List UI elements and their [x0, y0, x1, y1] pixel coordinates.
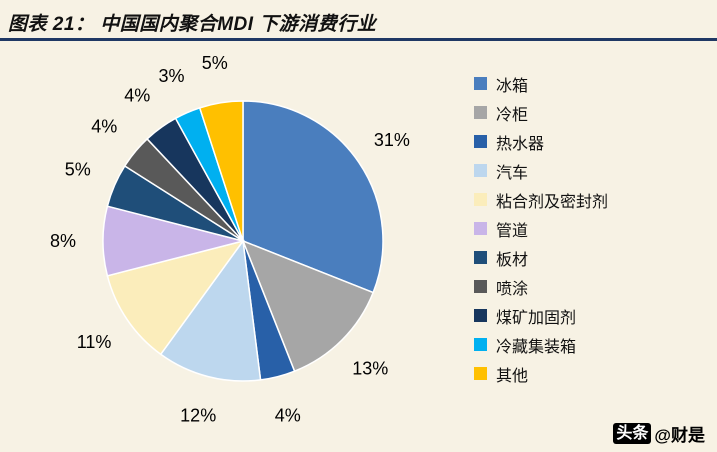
legend-swatch-icon [474, 193, 487, 206]
pie-slice-0 [242, 100, 384, 294]
legend-label: 冷柜 [496, 106, 529, 124]
toutiao-logo: 头条 [613, 423, 652, 444]
pie-slice-10 [198, 100, 244, 242]
pie-percentage-label-7: 4% [91, 116, 117, 136]
legend-label: 冷藏集装箱 [496, 338, 577, 356]
legend-item-9: 冷藏集装箱 [474, 334, 608, 356]
legend-label: 管道 [496, 222, 529, 240]
legend-label: 煤矿加固剂 [496, 309, 577, 327]
watermark-handle: @财是 [654, 426, 705, 445]
legend-swatch-icon [474, 367, 487, 380]
pie-percentage-label-0: 31% [374, 130, 410, 150]
legend-label: 热水器 [496, 135, 545, 153]
legend-label: 其他 [496, 367, 529, 385]
legend-swatch-icon [474, 222, 487, 235]
legend-item-0: 冰箱 [474, 73, 608, 95]
pie-slice-3 [159, 239, 262, 382]
pie-percentage-label-6: 5% [65, 160, 91, 180]
pie-percentage-label-10: 5% [202, 53, 228, 73]
legend-swatch-icon [474, 106, 487, 119]
pie-percentage-label-5: 8% [50, 231, 76, 251]
pie-slice-4 [106, 239, 245, 356]
pie-chart: 31% 13% 4% 12% 11% 8% 5% 4% 4% 3% 5% [50, 53, 410, 425]
legend-swatch-icon [474, 251, 487, 264]
pie-slice-1 [241, 239, 375, 373]
legend-item-2: 热水器 [474, 131, 608, 153]
watermark: 头条 @财是 [613, 421, 705, 446]
legend-swatch-icon [474, 338, 487, 351]
figure-title-bar: 图表 21： 中国国内聚合MDI 下游消费行业 [0, 0, 717, 41]
legend-item-10: 其他 [474, 363, 608, 385]
pie-percentage-label-8: 4% [124, 85, 150, 105]
legend-item-3: 汽车 [474, 160, 608, 182]
legend-label: 板材 [496, 251, 529, 269]
legend-item-4: 粘合剂及密封剂 [474, 189, 609, 211]
legend-swatch-icon [474, 280, 487, 293]
legend-item-5: 管道 [474, 218, 608, 240]
pie-percentage-label-3: 12% [180, 405, 216, 425]
legend-label: 粘合剂及密封剂 [496, 193, 609, 211]
legend-label: 冰箱 [496, 77, 529, 95]
legend-swatch-icon [474, 309, 487, 322]
pie-percentage-label-2: 4% [275, 405, 301, 425]
legend-swatch-icon [474, 77, 487, 90]
legend-swatch-icon [474, 164, 487, 177]
pie-percentage-label-4: 11% [77, 332, 112, 352]
figure-title: 图表 21： 中国国内聚合MDI 下游消费行业 [8, 14, 377, 35]
legend-swatch-icon [474, 135, 487, 148]
legend-item-7: 喷涂 [474, 276, 608, 298]
legend-item-8: 煤矿加固剂 [474, 305, 608, 327]
pie-percentage-label-1: 13% [352, 358, 388, 378]
chart-area: 31% 13% 4% 12% 11% 8% 5% 4% 4% 3% 5% 冰箱冷柜热水器汽车粘合剂及… [0, 41, 717, 446]
legend-label: 汽车 [496, 164, 529, 182]
legend-item-6: 板材 [474, 247, 608, 269]
legend-item-1: 冷柜 [474, 102, 608, 124]
legend-label: 喷涂 [496, 280, 529, 298]
pie-percentage-label-9: 3% [158, 66, 184, 86]
pie-chart-container: 31% 13% 4% 12% 11% 8% 5% 4% 4% 3% 5% [0, 41, 470, 446]
chart-legend: 冰箱冷柜热水器汽车粘合剂及密封剂 管道板材喷涂煤矿加固剂冷藏集装箱其他 [470, 41, 608, 446]
